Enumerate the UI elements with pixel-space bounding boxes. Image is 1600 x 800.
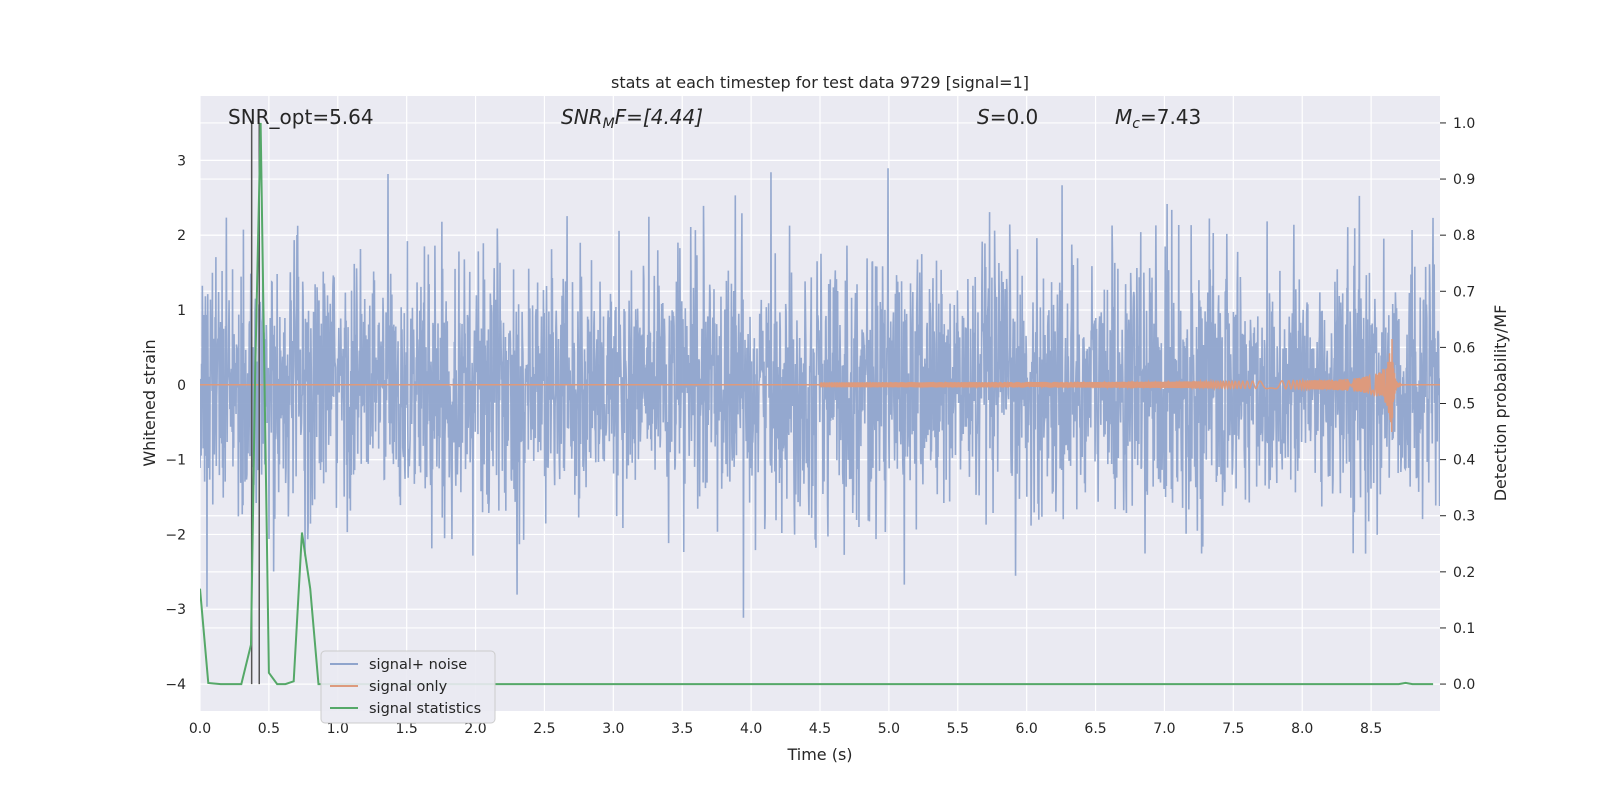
x-tick-label: 0.5 [258, 721, 280, 737]
legend-label-signal-noise: signal+ noise [369, 657, 467, 673]
x-tick-label: 1.0 [327, 721, 349, 737]
y-axis-right-label: Detection probability/MF [1491, 305, 1510, 502]
y-right-tick-label: 0.8 [1453, 228, 1475, 244]
x-tick-label: 3.0 [602, 721, 624, 737]
y-left-tick-label: 2 [177, 228, 186, 244]
y-right-tick-label: 0.1 [1453, 621, 1475, 637]
y-axis-left-ticks: −4 −3 −2 −1 0 1 2 3 [165, 153, 186, 693]
y-left-tick-label: −4 [165, 677, 186, 693]
x-tick-label: 3.5 [671, 721, 693, 737]
y-right-tick-label: 0.3 [1453, 509, 1475, 525]
y-axis-left-label: Whitened strain [140, 339, 159, 466]
x-tick-label: 6.0 [1016, 721, 1038, 737]
annotation-s-value: =0.0 [990, 105, 1039, 129]
y-right-tick-label: 1.0 [1453, 116, 1475, 132]
x-tick-label: 7.0 [1153, 721, 1175, 737]
x-tick-label: 8.5 [1360, 721, 1382, 737]
y-left-tick-label: −1 [165, 453, 186, 469]
annotation-snr-mf-base: SNR [561, 105, 603, 129]
y-right-tick-label: 0.4 [1453, 453, 1475, 469]
x-tick-label: 6.5 [1084, 721, 1106, 737]
y-left-tick-label: −3 [165, 602, 186, 618]
legend-label-signal-only: signal only [369, 679, 448, 695]
y-left-tick-label: 1 [177, 303, 186, 319]
annotation-mc: Mc=7.43 [1115, 105, 1201, 132]
y-right-tick-label: 0.0 [1453, 677, 1475, 693]
series-signal-only [200, 338, 1440, 433]
y-right-tick-label: 0.6 [1453, 340, 1475, 356]
legend-label-signal-statistics: signal statistics [369, 701, 481, 717]
x-axis-label: Time (s) [786, 745, 852, 764]
y-right-tick-label: 0.5 [1453, 397, 1475, 413]
x-tick-label: 5.5 [947, 721, 969, 737]
annotation-snr-opt: SNR_opt=5.64 [228, 105, 374, 129]
x-tick-label: 4.5 [809, 721, 831, 737]
x-tick-label: 5.0 [878, 721, 900, 737]
legend-box [320, 650, 496, 724]
annotation-snr-mf-tail: F=[4.44] [615, 105, 703, 129]
y-right-tick-label: 0.7 [1453, 284, 1475, 300]
annotation-mc-sub: c [1132, 116, 1140, 132]
y-left-tick-label: 3 [177, 153, 186, 169]
series-signal-noise [200, 168, 1440, 618]
y-left-tick-label: −2 [165, 527, 186, 543]
x-tick-label: 1.5 [396, 721, 418, 737]
y-left-tick-label: 0 [177, 378, 186, 394]
x-tick-label: 0.0 [189, 721, 211, 737]
chart-title: stats at each timestep for test data 972… [611, 73, 1029, 92]
annotation-mc-value: =7.43 [1140, 105, 1201, 129]
x-tick-label: 2.0 [464, 721, 486, 737]
x-tick-label: 2.5 [533, 721, 555, 737]
y-right-tick-label: 0.9 [1453, 172, 1475, 188]
y-axis-right-ticks: 0.0 0.1 0.2 0.3 0.4 0.5 0.6 0.7 0.8 0.9 1.0 [1440, 116, 1475, 693]
annotation-mc-base: M [1115, 105, 1132, 129]
x-tick-label: 7.5 [1222, 721, 1244, 737]
annotation-s-symbol: S [977, 105, 990, 129]
annotation-snr-mf: SNRMF=[4.44] [561, 105, 703, 132]
x-axis-ticks: 0.0 0.5 1.0 1.5 2.0 2.5 3.0 3.5 4.0 4.5 5.0 5.5 6.0 6… [189, 721, 1382, 737]
x-tick-label: 4.0 [740, 721, 762, 737]
legend: signal+ noise signal only signal statist… [320, 650, 496, 724]
x-tick-label: 8.0 [1291, 721, 1313, 737]
annotation-snr-mf-sub: M [603, 116, 615, 132]
y-right-tick-label: 0.2 [1453, 565, 1475, 581]
annotation-s: S=0.0 [977, 105, 1038, 129]
series-signal-statistics [200, 122, 1434, 686]
